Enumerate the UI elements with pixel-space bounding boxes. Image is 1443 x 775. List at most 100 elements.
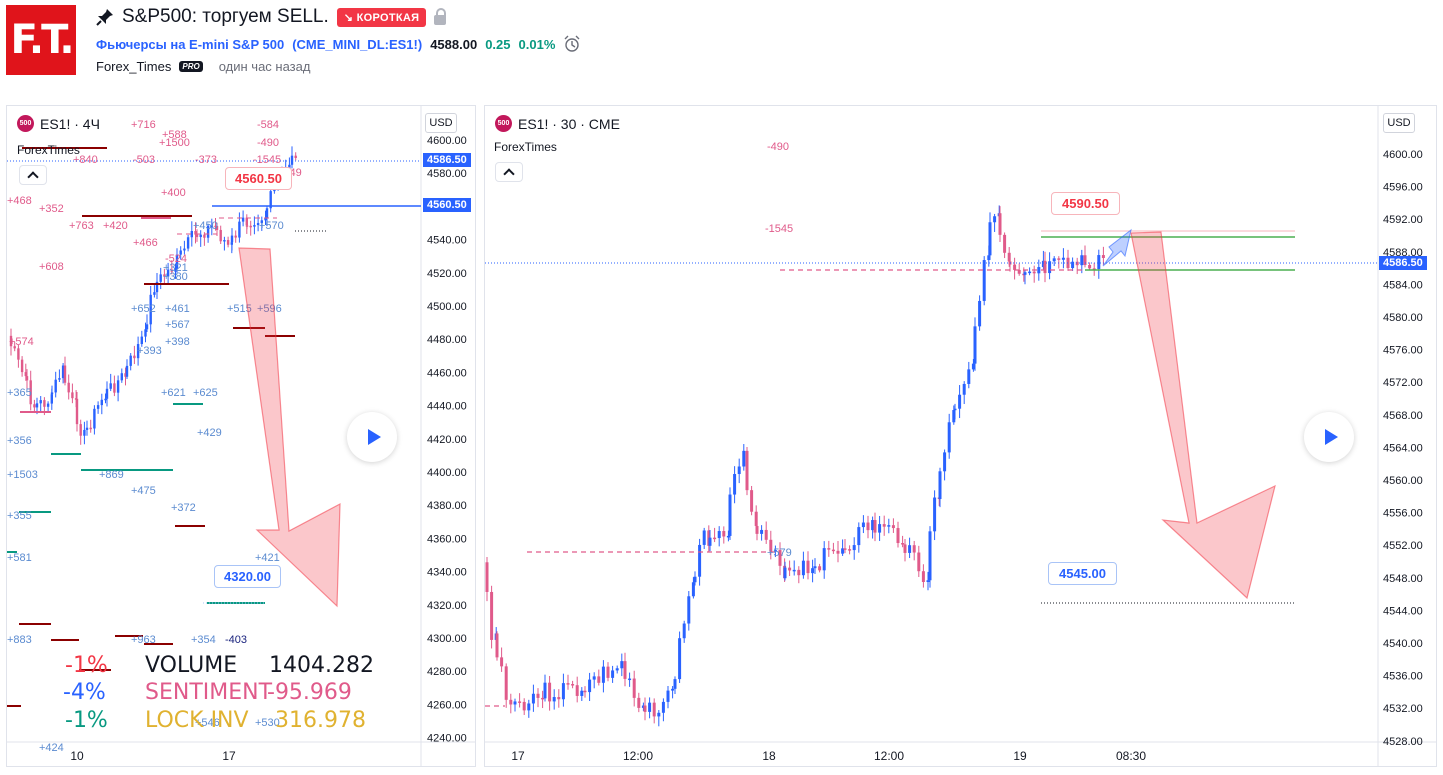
- candle-body: [170, 269, 173, 272]
- right-symbol-legend[interactable]: 500 ES1! · 30 · CME: [495, 115, 620, 132]
- candle-body: [657, 712, 661, 717]
- short-badge: ↘ КОРОТКАЯ: [336, 7, 427, 27]
- candle-body: [928, 531, 932, 581]
- volume-annotation: +588: [162, 129, 187, 141]
- up-arrow-drawing[interactable]: [1102, 228, 1132, 267]
- symbol-change-pct: 0.01%: [518, 36, 556, 52]
- candle-body: [702, 530, 706, 545]
- candle-body: [1032, 271, 1036, 274]
- volume-annotation: +652: [131, 303, 156, 315]
- symbol-code-link[interactable]: (CME_MINI_DL:ES1!): [292, 36, 423, 52]
- author-name[interactable]: Forex_Times: [96, 59, 172, 74]
- candle-body: [518, 701, 522, 703]
- price-tick-label: 4480.00: [427, 334, 467, 346]
- candle-body: [504, 666, 508, 700]
- price-tick-label: 4400.00: [427, 467, 467, 479]
- candle-body: [46, 403, 50, 407]
- left-collapse-button[interactable]: [19, 165, 47, 185]
- candle-body: [933, 497, 937, 532]
- candle-body: [541, 697, 545, 700]
- candle-body: [35, 403, 39, 408]
- volume-annotation: +421: [255, 552, 280, 564]
- left-chart-panel[interactable]: 4600.004580.004560.004540.004520.004500.…: [6, 105, 476, 767]
- play-icon: [1324, 429, 1338, 445]
- right-currency-label[interactable]: USD: [1383, 113, 1415, 133]
- candle-body: [89, 427, 92, 430]
- left-play-button[interactable]: [347, 412, 397, 462]
- left-chart-canvas[interactable]: 4600.004580.004560.004540.004520.004500.…: [7, 106, 475, 766]
- author-logo[interactable]: F.T.: [6, 5, 76, 75]
- candle-body: [50, 392, 54, 395]
- candle-body: [20, 359, 24, 373]
- candle-body: [214, 225, 217, 228]
- stat-lock-pct: -1%: [65, 708, 108, 733]
- volume-annotation: +716: [131, 119, 156, 131]
- price-tick-label: 4500.00: [427, 301, 467, 313]
- price-tick-label: 4260.00: [427, 699, 467, 711]
- volume-annotation: +475: [131, 485, 156, 497]
- candle-body: [186, 237, 190, 249]
- candle-body: [249, 225, 252, 228]
- price-tick-label: 4300.00: [427, 633, 467, 645]
- price-tick-label: 4440.00: [427, 401, 467, 413]
- volume-annotation: +840: [73, 154, 98, 166]
- candle-body: [666, 690, 670, 702]
- candle-body: [811, 568, 815, 574]
- stat-sentiment-pct: -4%: [63, 680, 106, 705]
- right-target-bottom-label[interactable]: 4545.00: [1048, 562, 1117, 585]
- candle-body: [96, 405, 100, 409]
- candle-body: [938, 471, 942, 500]
- down-arrow-drawing[interactable]: [238, 247, 341, 608]
- price-tick-label: 4548.00: [1383, 573, 1423, 585]
- candle-body: [54, 379, 57, 393]
- alarm-clock-icon[interactable]: [563, 35, 581, 53]
- price-tick-label: 4520.00: [427, 268, 467, 280]
- candle-body: [163, 274, 166, 277]
- left-symbol-legend[interactable]: 500 ES1! · 4Ч: [17, 115, 100, 132]
- right-chart-panel[interactable]: 4600.00 4596.00 4592.00 4588.00 4584.00 4580.…: [484, 105, 1437, 767]
- candle-body: [290, 155, 294, 165]
- indicator-stats: -1% -4% -1% VOLUME SENTIMENT LOCK INV 14…: [63, 653, 383, 743]
- candle-body: [1057, 258, 1061, 260]
- volume-annotation: +546: [195, 717, 220, 729]
- candle-body: [79, 424, 82, 436]
- candle-body: [58, 378, 61, 380]
- stat-sentiment-value: -95.969: [267, 680, 352, 705]
- candle-body: [813, 566, 817, 569]
- candle-body: [1013, 264, 1017, 270]
- candle-body: [641, 705, 645, 708]
- right-collapse-button[interactable]: [495, 162, 523, 182]
- candle-body: [661, 701, 665, 713]
- candle-body: [67, 382, 70, 393]
- right-chart-canvas[interactable]: 4600.00 4596.00 4592.00 4588.00 4584.00 4580.…: [485, 106, 1436, 766]
- candle-body: [755, 525, 759, 534]
- candle-body: [953, 408, 957, 411]
- left-target-top-label[interactable]: 4560.50: [225, 167, 292, 190]
- left-currency-label[interactable]: USD: [425, 113, 457, 133]
- volume-annotation: +398: [165, 336, 190, 348]
- candle-body: [294, 155, 297, 158]
- candle-body: [717, 531, 721, 539]
- candle-body: [733, 474, 737, 495]
- candle-body: [926, 580, 930, 582]
- candle-body: [566, 683, 570, 685]
- candle-body: [652, 702, 656, 717]
- candle-body: [973, 326, 977, 364]
- candle-body: [917, 552, 921, 572]
- candle-body: [125, 365, 129, 377]
- right-play-button[interactable]: [1304, 412, 1354, 462]
- price-tick-label: 4600.00: [427, 135, 467, 147]
- candle-body: [1048, 261, 1052, 274]
- volume-annotation: -490: [257, 137, 279, 149]
- price-tick-label: 4340.00: [427, 567, 467, 579]
- time-tick-label: 10: [70, 749, 84, 763]
- left-target-bottom-label[interactable]: 4320.00: [214, 565, 281, 588]
- down-arrow-drawing-right[interactable]: [1130, 231, 1276, 600]
- title-row: S&P500: торгуем SELL. ↘ КОРОТКАЯ: [96, 6, 447, 28]
- candle-body: [83, 429, 86, 436]
- candle-body: [1061, 257, 1065, 260]
- right-target-top-label[interactable]: 4590.50: [1051, 192, 1120, 215]
- symbol-name-link[interactable]: Фьючерсы на E-mini S&P 500: [96, 36, 285, 52]
- candle-body: [797, 569, 801, 576]
- price-tick-label: 4576.00: [1383, 345, 1423, 357]
